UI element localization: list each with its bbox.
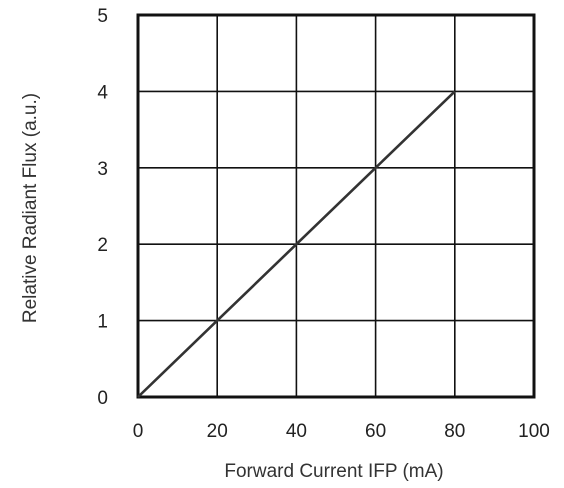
- x-tick-label: 60: [365, 421, 386, 442]
- y-tick-label: 5: [97, 6, 108, 27]
- x-tick-label: 20: [207, 421, 228, 442]
- series-line: [137, 90, 456, 398]
- x-tick-label: 100: [518, 421, 550, 442]
- x-axis-label: Forward Current IFP (mA): [224, 461, 443, 482]
- y-tick-label: 3: [97, 159, 108, 180]
- y-tick-label: 1: [97, 312, 108, 333]
- grid: [138, 15, 534, 397]
- x-tick-label: 80: [444, 421, 465, 442]
- plot-frame: [136, 13, 536, 399]
- y-tick-labels: 0 1 2 3 4 5: [97, 6, 108, 409]
- x-tick-label: 40: [286, 421, 307, 442]
- y-axis-label: Relative Radiant Flux (a.u.): [20, 93, 41, 323]
- x-tick-labels: 0 20 40 60 80 100: [133, 421, 550, 442]
- x-tick-label: 0: [133, 421, 144, 442]
- y-tick-label: 0: [97, 388, 108, 409]
- y-tick-label: 4: [97, 82, 108, 103]
- y-tick-label: 2: [97, 235, 108, 256]
